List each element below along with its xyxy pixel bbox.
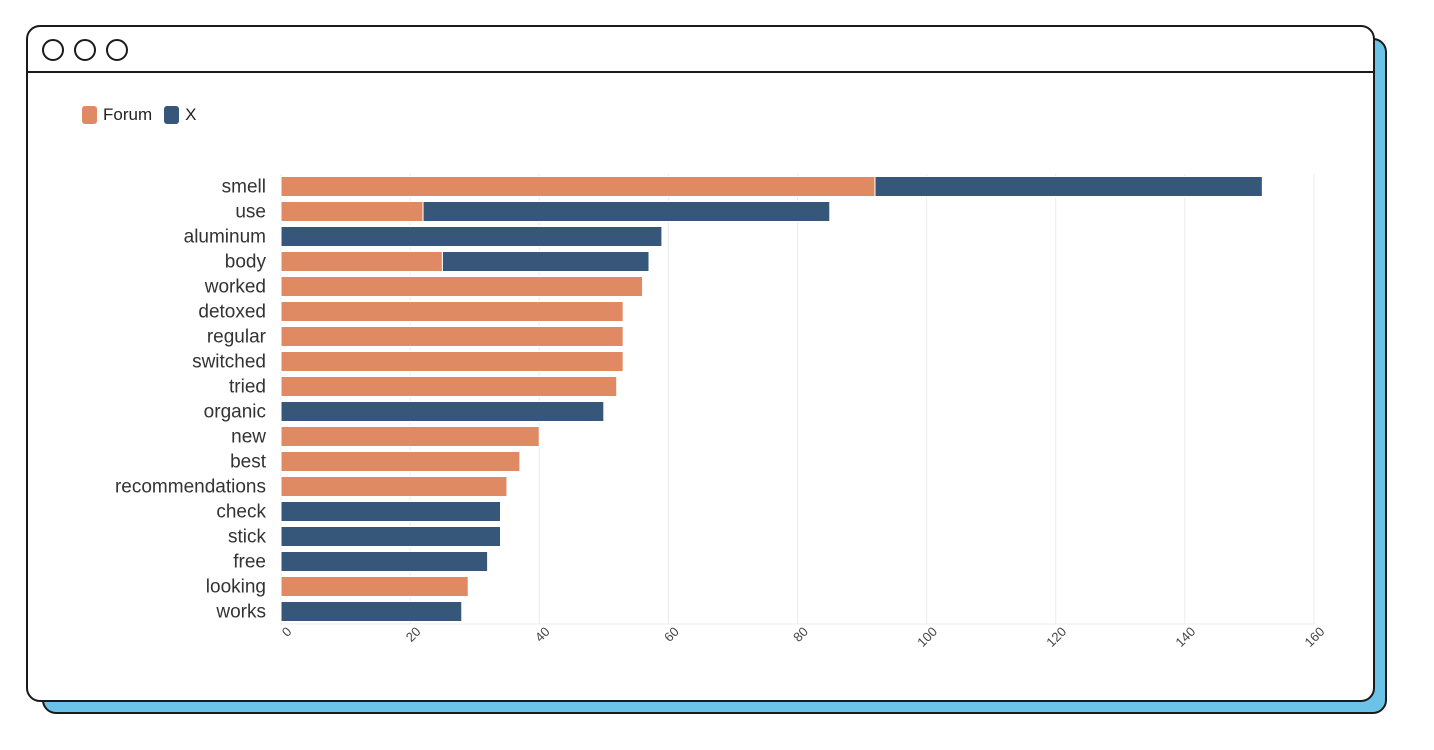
legend-label-x: X: [185, 105, 197, 124]
legend-item-x[interactable]: X: [164, 105, 196, 125]
bar-recommendations-forum[interactable]: [280, 476, 508, 497]
close-window-button[interactable]: [42, 39, 64, 61]
x-tick-label-40: 40: [532, 624, 553, 645]
y-tick-label-stick: stick: [228, 527, 267, 548]
x-tick-label-20: 20: [403, 624, 424, 645]
bar-stick-x[interactable]: [280, 526, 502, 547]
bar-use-forum[interactable]: [280, 201, 424, 222]
bar-smell-forum[interactable]: [280, 176, 876, 197]
bar-best-forum[interactable]: [280, 451, 521, 472]
x-tick-label-80: 80: [790, 624, 811, 645]
y-tick-label-regular: regular: [207, 327, 267, 348]
bar-new-forum[interactable]: [280, 426, 540, 447]
bar-looking-forum[interactable]: [280, 576, 469, 597]
y-tick-label-organic: organic: [204, 402, 266, 423]
y-tick-label-check: check: [216, 502, 266, 523]
y-tick-label-use: use: [235, 202, 266, 223]
legend-item-forum[interactable]: Forum: [82, 105, 152, 125]
maximize-window-button[interactable]: [106, 39, 128, 61]
y-tick-label-recommendations: recommendations: [115, 477, 266, 498]
y-tick-label-best: best: [230, 452, 267, 473]
y-tick-label-new: new: [231, 427, 266, 448]
x-tick-label-120: 120: [1043, 624, 1069, 650]
bar-switched-forum[interactable]: [280, 351, 624, 372]
bar-body-forum[interactable]: [280, 251, 443, 272]
bar-free-x[interactable]: [280, 551, 489, 572]
bar-use-x[interactable]: [422, 201, 831, 222]
bar-aluminum-x[interactable]: [280, 226, 663, 247]
y-tick-label-switched: switched: [192, 352, 266, 373]
legend-label-forum: Forum: [103, 105, 153, 124]
y-tick-label-aluminum: aluminum: [184, 227, 266, 248]
y-tick-label-worked: worked: [204, 277, 266, 298]
bar-organic-x[interactable]: [280, 401, 605, 422]
y-tick-label-detoxed: detoxed: [198, 302, 266, 323]
bar-check-x[interactable]: [280, 501, 502, 522]
minimize-window-button[interactable]: [74, 39, 96, 61]
x-tick-label-140: 140: [1172, 624, 1198, 650]
bar-worked-forum[interactable]: [280, 276, 644, 297]
legend-swatch-x: [164, 106, 180, 124]
y-tick-label-body: body: [225, 252, 267, 273]
x-tick-label-0: 0: [279, 624, 295, 640]
x-tick-label-160: 160: [1301, 624, 1327, 650]
legend-swatch-forum: [82, 106, 97, 124]
x-tick-label-100: 100: [914, 624, 940, 650]
y-tick-label-smell: smell: [222, 177, 266, 198]
bar-detoxed-forum[interactable]: [280, 301, 624, 322]
bar-tried-forum[interactable]: [280, 376, 618, 397]
chart-legend: Forum X: [82, 105, 208, 125]
x-tick-label-60: 60: [661, 624, 682, 645]
y-tick-label-tried: tried: [229, 377, 266, 398]
y-tick-label-free: free: [233, 552, 266, 573]
bar-regular-forum[interactable]: [280, 326, 624, 347]
y-tick-label-looking: looking: [206, 577, 266, 598]
y-tick-label-works: works: [215, 602, 266, 623]
bar-smell-x[interactable]: [874, 176, 1263, 197]
title-bar: [28, 27, 1373, 73]
bar-body-x[interactable]: [441, 251, 650, 272]
bar-works-x[interactable]: [280, 601, 463, 622]
app-window: Forum X: [26, 25, 1375, 702]
